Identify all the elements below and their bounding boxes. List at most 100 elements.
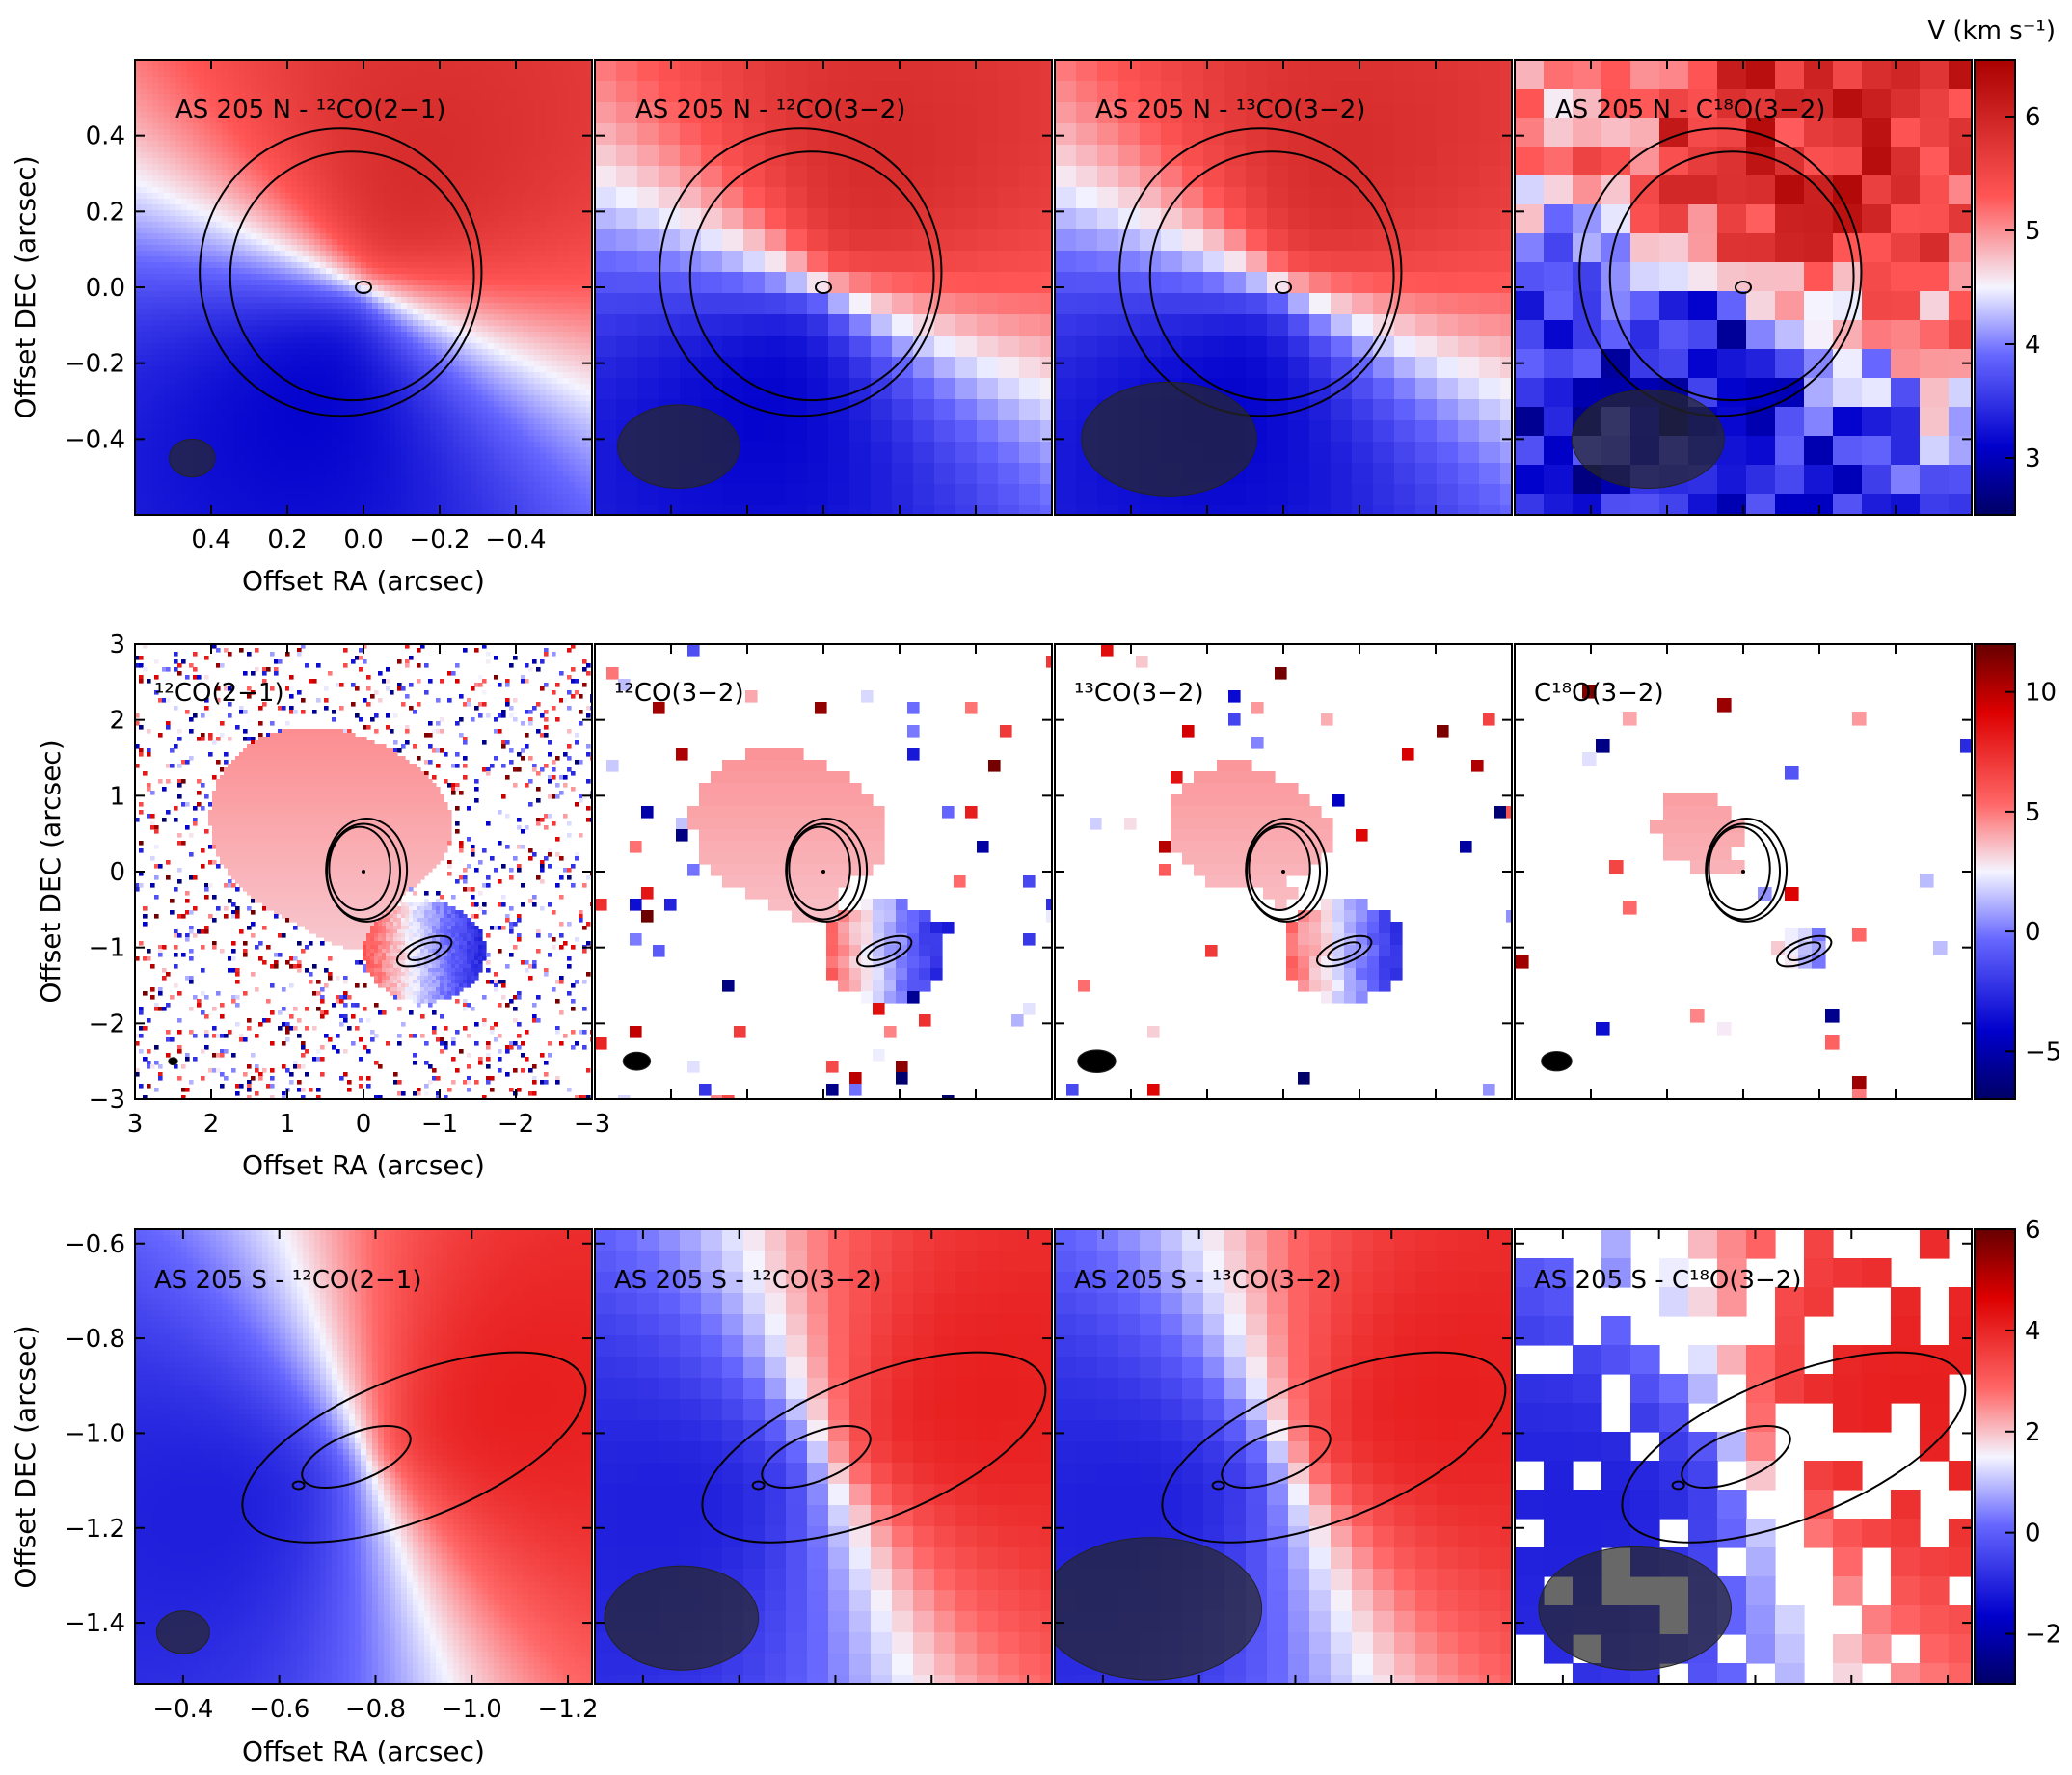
pixel [210,147,217,153]
pixel [517,378,524,385]
pixel [361,401,367,408]
pixel [511,332,518,338]
pixel [291,187,298,194]
pixel [528,147,535,153]
pixel [332,60,338,67]
pixel [534,147,541,153]
pixel [222,349,229,356]
pixel [482,141,489,148]
pixel [152,164,159,171]
pixel [361,251,367,257]
pixel [349,355,356,362]
pixel [256,129,263,136]
pixel [303,199,309,205]
pixel [291,320,298,327]
pixel [465,170,471,176]
pixel [314,118,321,124]
pixel [216,245,223,252]
pixel [511,337,518,344]
pixel [546,366,552,373]
pixel [552,123,558,130]
pixel [540,268,547,275]
pixel [436,343,443,350]
pixel [465,239,471,246]
pixel [361,164,367,171]
pixel [216,407,223,414]
pixel [523,66,529,72]
pixel [511,118,518,124]
pixel [233,268,240,275]
pixel [563,332,570,338]
pixel [210,158,217,165]
pixel [557,395,564,402]
pixel [390,268,396,275]
pixel [476,66,483,72]
pixel [291,314,298,321]
pixel [372,216,379,223]
pixel [164,187,171,194]
pixel [366,175,373,182]
pixel [233,187,240,194]
pixel [285,303,292,309]
pixel [233,251,240,257]
pixel [540,372,547,379]
pixel [488,390,495,396]
pixel [158,228,165,234]
pixel [384,251,390,257]
pixel [158,314,165,321]
pixel [384,314,390,321]
pixel [505,158,512,165]
pixel [436,395,443,402]
pixel [528,175,535,182]
pixel [384,164,390,171]
pixel [216,378,223,385]
pixel [534,77,541,84]
pixel [303,233,309,240]
pixel [534,60,541,67]
pixel [135,378,142,385]
pixel [343,297,350,304]
pixel [251,239,257,246]
pixel [546,118,552,124]
pixel [216,210,223,217]
pixel [280,164,286,171]
pixel [436,378,443,385]
pixel [390,175,396,182]
pixel [552,216,558,223]
pixel [569,83,576,90]
pixel [390,309,396,315]
pixel [488,71,495,78]
pixel [320,147,327,153]
pixel [557,418,564,425]
pixel [199,164,205,171]
pixel [326,216,333,223]
pixel [580,106,587,113]
pixel [424,297,431,304]
pixel [546,216,552,223]
pixel [378,320,385,327]
pixel [187,222,194,229]
pixel [164,106,171,113]
pixel [320,210,327,217]
pixel [222,413,229,419]
pixel [569,187,576,194]
pixel [285,314,292,321]
pixel [488,355,495,362]
pixel [314,112,321,119]
pixel [557,297,564,304]
pixel [349,366,356,373]
pixel [326,158,333,165]
pixel [303,60,309,67]
pixel [528,193,535,200]
pixel [552,285,558,292]
pixel [395,337,402,344]
pixel [494,233,500,240]
pixel [378,285,385,292]
pixel [499,332,506,338]
pixel [395,372,402,379]
pixel [285,158,292,165]
pixel [384,77,390,84]
pixel [222,89,229,95]
pixel [436,118,443,124]
pixel [407,228,414,234]
